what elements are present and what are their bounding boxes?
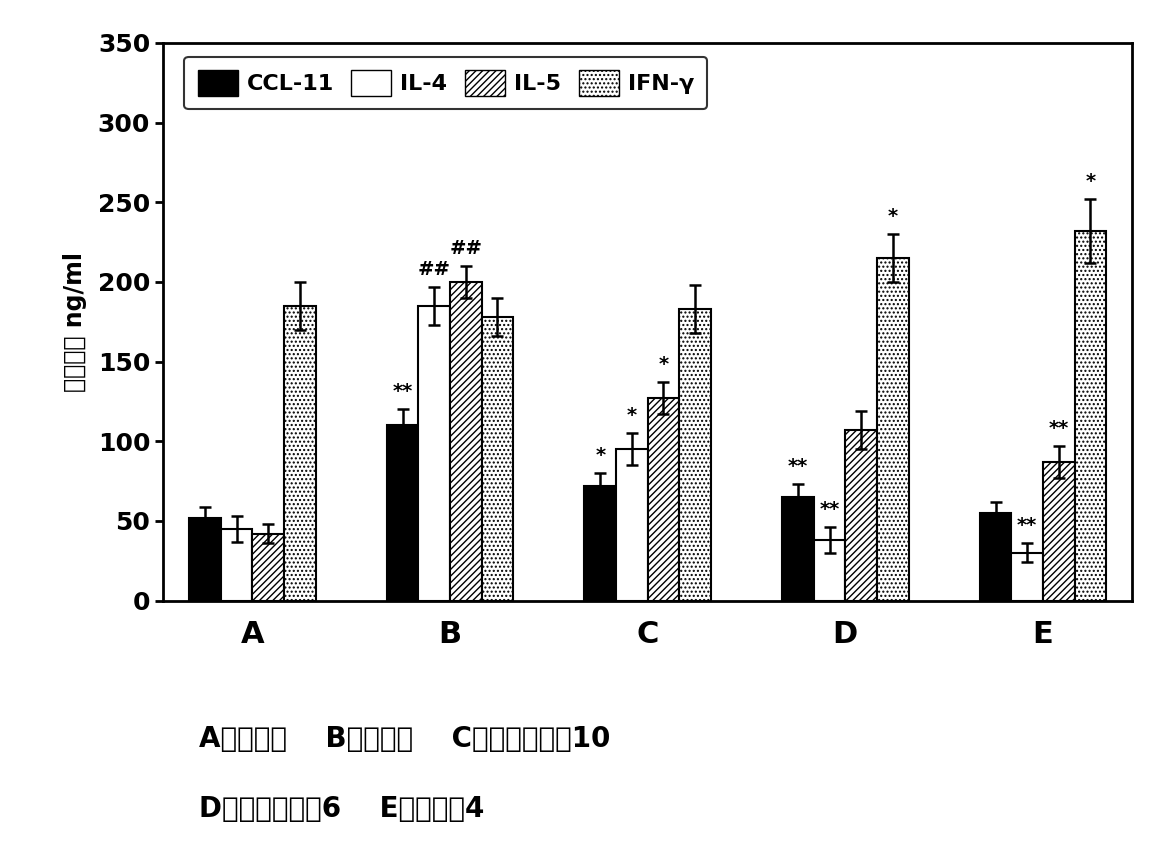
Text: **: ** <box>788 457 808 476</box>
Y-axis label: 蛋白水平 ng/ml: 蛋白水平 ng/ml <box>63 251 86 392</box>
Bar <box>419 305 450 601</box>
Text: *: * <box>658 355 669 374</box>
Bar <box>813 540 845 601</box>
Text: *: * <box>627 407 637 426</box>
Text: *: * <box>888 207 897 227</box>
Bar <box>980 513 1012 601</box>
Bar <box>876 258 909 601</box>
Text: ##: ## <box>449 239 482 258</box>
Bar <box>221 529 252 601</box>
Text: E: E <box>1033 620 1054 650</box>
Bar <box>189 517 221 601</box>
Text: **: ** <box>1018 517 1037 535</box>
Bar <box>1012 553 1043 601</box>
Text: B: B <box>439 620 462 650</box>
Bar <box>782 497 813 601</box>
Text: D: D <box>833 620 858 650</box>
Bar <box>679 309 711 601</box>
Text: **: ** <box>1049 419 1069 438</box>
Bar <box>585 486 616 601</box>
Bar <box>648 398 679 601</box>
Text: **: ** <box>392 383 413 402</box>
Text: D：对照实施例6    E：实施例4: D：对照实施例6 E：实施例4 <box>198 795 484 823</box>
Bar <box>386 426 419 601</box>
Text: A：对照组    B：模型组    C：对照实施例10: A：对照组 B：模型组 C：对照实施例10 <box>198 725 610 753</box>
Text: ##: ## <box>418 260 450 279</box>
Bar <box>1043 462 1075 601</box>
Bar <box>450 282 482 601</box>
Bar <box>845 430 876 601</box>
Bar <box>616 450 648 601</box>
Text: C: C <box>636 620 659 650</box>
Bar <box>284 305 315 601</box>
Text: A: A <box>240 620 264 650</box>
Bar <box>252 534 284 601</box>
Text: **: ** <box>819 500 840 519</box>
Bar <box>482 317 513 601</box>
Legend: CCL-11, IL-4, IL-5, IFN-γ: CCL-11, IL-4, IL-5, IFN-γ <box>184 57 707 109</box>
Bar <box>1075 231 1106 601</box>
Text: *: * <box>595 446 606 465</box>
Text: *: * <box>1085 172 1096 191</box>
